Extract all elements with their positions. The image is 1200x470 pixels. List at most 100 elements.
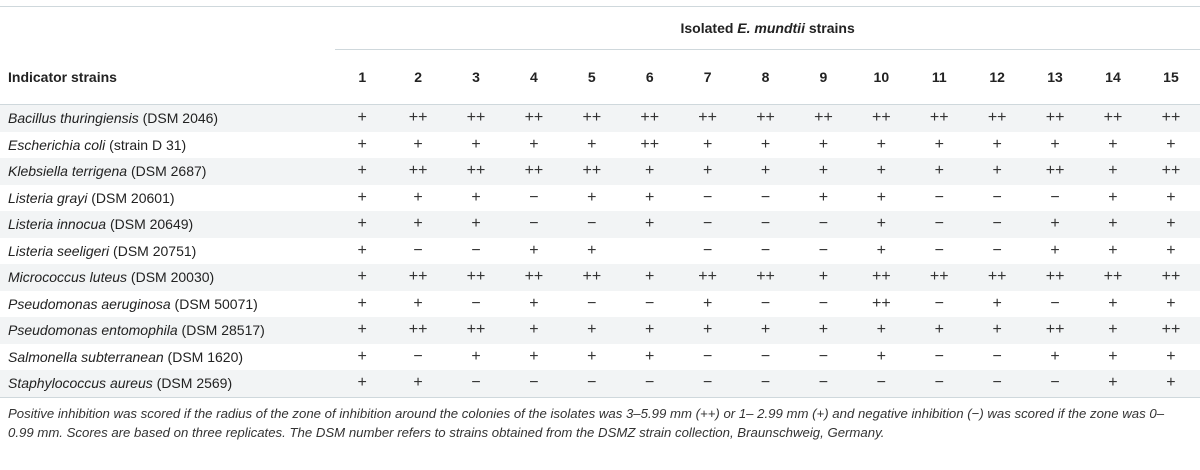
score-cell: − (934, 347, 944, 365)
score-cell: − (678, 370, 737, 398)
score-cell: + (504, 317, 563, 344)
indicator-strain-cell: Listeria innocua (DSM 20649) (0, 211, 336, 238)
score-cell: + (413, 135, 423, 153)
strain-id: (DSM 2569) (152, 375, 233, 392)
score-cell: + (529, 241, 539, 259)
score-cell: + (794, 264, 853, 291)
group-header-text-start: Isolated (680, 20, 738, 36)
score-cell: + (447, 211, 505, 238)
score-cell: ++ (678, 104, 737, 132)
species-name: Listeria grayi (8, 189, 88, 206)
score-cell: ++ (1141, 264, 1200, 291)
score-cell: + (357, 188, 367, 206)
indicator-strain-cell: Staphylococcus aureus (DSM 2569) (0, 370, 336, 398)
score-cell: + (587, 241, 597, 259)
strain-id: (DSM 2046) (138, 110, 219, 127)
indicator-strain-cell: Micrococcus luteus (DSM 20030) (0, 264, 336, 291)
score-cell: ++ (640, 135, 660, 153)
indicator-strain-cell: Bacillus thuringiensis (DSM 2046) (0, 104, 336, 132)
score-cell: + (1108, 188, 1118, 206)
score-cell: ++ (447, 264, 505, 291)
score-cell: ++ (389, 104, 448, 132)
score-cell: ++ (910, 264, 969, 291)
score-cell: − (968, 370, 1027, 398)
column-header-10: 10 (873, 69, 890, 85)
score-cell: + (736, 317, 795, 344)
score-cell: + (992, 294, 1002, 312)
indicator-strain-cell: Klebsiella terrigena (DSM 2687) (0, 158, 336, 185)
score-cell: ++ (794, 104, 853, 132)
score-cell: + (794, 158, 853, 185)
score-cell: + (389, 211, 448, 238)
score-cell: − (413, 241, 423, 259)
score-cell: + (876, 188, 887, 206)
column-header-13: 13 (1047, 69, 1063, 85)
score-cell: − (992, 188, 1002, 206)
score-cell: ++ (504, 104, 563, 132)
table-body: Bacillus thuringiensis (DSM 2046) + ++ ++ ++… (0, 104, 1200, 398)
score-cell: + (335, 370, 390, 398)
score-cell: + (852, 317, 911, 344)
score-cell: ++ (736, 104, 795, 132)
score-cell: ++ (389, 158, 448, 185)
score-cell: + (678, 317, 737, 344)
score-cell: − (471, 294, 481, 312)
score-cell: − (818, 294, 829, 312)
score-cell: + (587, 347, 597, 365)
footnote-part-1: Positive inhibition was scored if the ra… (8, 406, 972, 421)
score-cell: + (852, 211, 911, 238)
species-name: Klebsiella terrigena (8, 163, 128, 180)
column-header-2: 2 (414, 69, 422, 85)
score-cell: ++ (1026, 317, 1085, 344)
score-cell: − (760, 241, 771, 259)
score-cell: ++ (736, 264, 795, 291)
score-cell: + (335, 104, 390, 132)
score-cell: ++ (1084, 264, 1142, 291)
score-cell: − (562, 211, 621, 238)
score-cell: + (968, 317, 1027, 344)
score-cell: − (968, 211, 1027, 238)
strain-id: (DSM 1620) (163, 348, 244, 365)
score-cell: − (702, 188, 713, 206)
strain-id: (DSM 50071) (170, 295, 258, 312)
score-cell: − (760, 347, 771, 365)
table-row: Listeria innocua (DSM 20649) + + + − − + − − − + − −… (0, 211, 1200, 238)
score-cell: − (504, 370, 563, 398)
score-cell: ++ (447, 104, 505, 132)
table-row: Salmonella subterranean (DSM 1620) + − + + + +… (0, 344, 1200, 371)
table-row: Listeria seeligeri (DSM 20751) + − − + + − − − + −… (0, 238, 1200, 265)
score-cell: ++ (504, 264, 563, 291)
inhibition-table: Isolated E. mundtii strains Indicator st… (0, 6, 1200, 398)
score-cell: − (678, 211, 737, 238)
indicator-strain-cell: Pseudomonas entomophila (DSM 28517) (0, 317, 336, 344)
table-row: Klebsiella terrigena (DSM 2687) + ++ ++ ++ ++… (0, 158, 1200, 185)
strain-id: (DSM 28517) (177, 322, 265, 339)
table-row: Escherichia coli (strain D 31) + + + + + ++ + + +… (0, 132, 1200, 159)
table-row: Listeria grayi (DSM 20601) + + + − + + − − + + − − − +… (0, 185, 1200, 212)
score-cell: + (335, 264, 390, 291)
score-cell: − (852, 370, 911, 398)
score-cell: ++ (562, 158, 621, 185)
table-footnote: Positive inhibition was scored if the ra… (8, 404, 1188, 442)
column-header-5: 5 (587, 69, 596, 85)
score-cell: + (562, 317, 621, 344)
score-cell: ++ (1026, 264, 1085, 291)
score-cell: + (529, 135, 539, 153)
score-cell: + (876, 241, 887, 259)
score-cell: ++ (910, 104, 969, 132)
score-cell: + (1084, 211, 1142, 238)
strain-id: (DSM 2687) (127, 163, 207, 180)
group-header-text-end: strains (804, 20, 855, 36)
score-cell: ++ (1084, 104, 1142, 132)
score-cell: + (736, 158, 795, 185)
score-cell: + (413, 294, 423, 312)
score-cell: + (471, 188, 481, 206)
score-cell: + (620, 264, 679, 291)
score-cell: ++ (389, 264, 448, 291)
group-header: Isolated E. mundtii strains (335, 7, 1200, 50)
score-cell: ++ (968, 264, 1027, 291)
table-row: Pseudomonas aeruginosa (DSM 50071) + + − + − −… (0, 291, 1200, 318)
score-cell: − (587, 294, 597, 312)
score-cell: + (471, 135, 481, 153)
score-cell: + (1166, 135, 1176, 153)
